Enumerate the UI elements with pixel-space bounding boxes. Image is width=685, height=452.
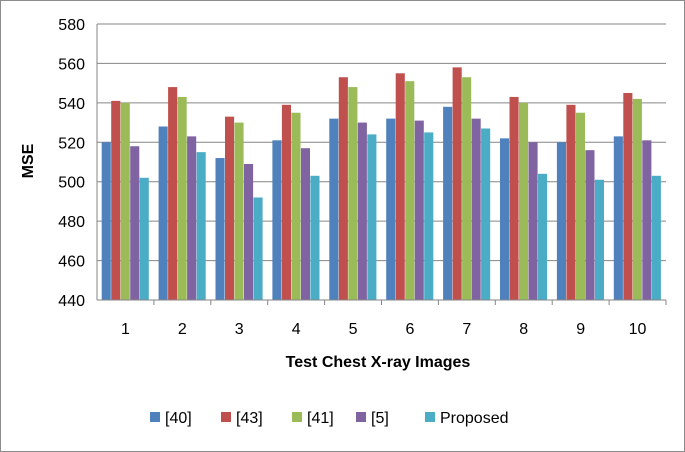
y-tick-label: 460 [58,254,85,271]
bar [120,102,130,300]
y-axis-title: MSE [20,143,37,178]
bar [272,140,282,300]
bars [101,67,661,301]
bar [329,118,339,300]
bar [632,98,642,301]
bar [357,122,367,300]
x-tick-label: 10 [629,321,647,338]
x-tick-label: 3 [235,321,244,338]
bar [481,128,491,300]
bar [538,173,548,300]
bar [613,136,623,300]
x-tick-label: 4 [292,321,301,338]
x-tick-label: 1 [121,321,130,338]
bar [168,87,178,300]
y-tick-label: 520 [58,135,85,152]
bar [386,118,396,300]
bar [234,122,244,300]
bar [443,106,453,300]
legend-label: [41] [307,410,334,427]
bar [367,134,377,300]
bar [215,158,225,300]
bar [594,179,604,300]
bar [575,112,585,300]
bar [300,148,310,300]
bar [509,96,519,300]
x-tick-label: 5 [349,321,358,338]
x-tick-label: 2 [178,321,187,338]
x-tick-label: 6 [405,321,414,338]
bar [253,197,263,300]
bar [139,177,149,300]
y-tick-label: 480 [58,214,85,231]
x-tick-label: 9 [576,321,585,338]
bar [291,112,301,300]
bar [414,120,424,300]
legend-swatch [425,412,435,422]
bar [556,142,566,300]
legend-label: [43] [236,410,263,427]
legend-swatch [292,412,302,422]
bar [566,104,576,300]
legend-label: [40] [165,410,192,427]
axes [96,24,667,305]
bar [519,102,529,300]
bar [310,175,320,300]
y-tick-label: 560 [58,56,85,73]
bar [585,150,595,300]
x-tick-label: 8 [519,321,528,338]
legend-swatch [150,412,160,422]
y-tick-label: 440 [58,293,85,310]
x-tick-label: 7 [462,321,471,338]
bar [158,126,168,300]
bar [500,138,510,300]
bar [528,142,538,300]
bar [244,163,254,300]
x-tick-labels: 1 2 3 4 5 6 7 8 9 10 [121,321,647,338]
legend-label: [5] [371,410,389,427]
legend-label: Proposed [440,410,509,427]
legend-swatch [356,412,366,422]
bar [101,142,111,300]
legend: [40] [43] [41] [5] Proposed [150,410,509,427]
bar [281,104,291,300]
bar [196,152,206,300]
bar [623,93,633,300]
bar [338,77,348,300]
x-axis-title: Test Chest X-ray Images [286,354,471,371]
y-tick-label: 500 [58,175,85,192]
bar [471,118,481,300]
bar [177,96,187,300]
y-tick-label: 580 [58,17,85,34]
bar [395,73,405,301]
bar [225,116,235,301]
bar [405,81,415,301]
bar [642,140,652,300]
bar [452,67,462,300]
bar [651,175,661,300]
bar [424,132,434,300]
bar [348,87,358,300]
bar [111,100,121,300]
y-tick-labels: 440 460 480 500 520 540 560 580 [58,17,85,310]
y-tick-label: 540 [58,96,85,113]
legend-swatch [221,412,231,422]
bar [462,77,472,300]
bar [130,146,140,300]
bar [187,136,197,300]
